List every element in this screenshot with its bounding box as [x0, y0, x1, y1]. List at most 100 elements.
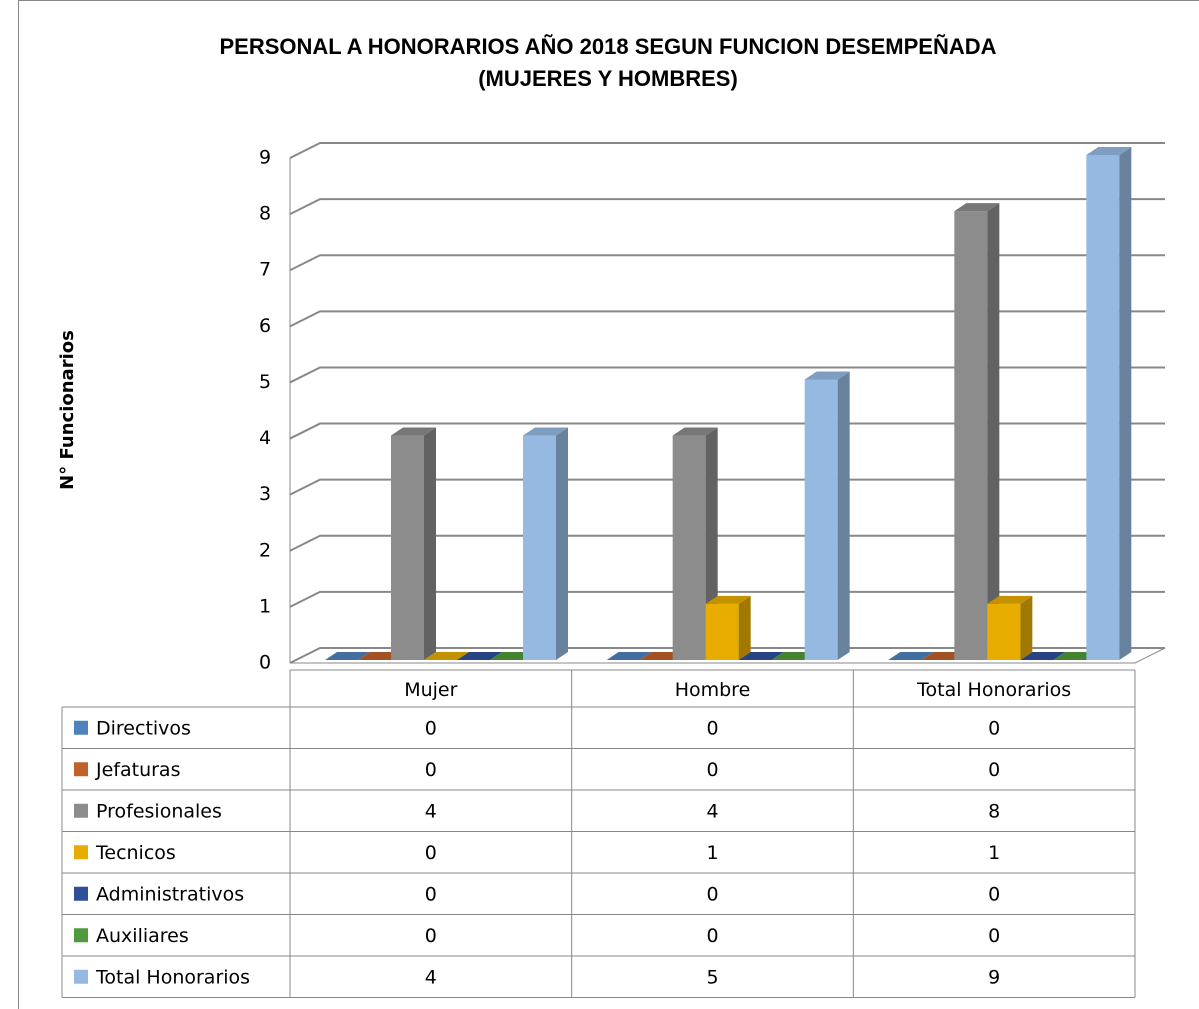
- legend-key: [74, 762, 88, 777]
- table-value: 0: [425, 759, 437, 781]
- bar-side: [987, 203, 1000, 660]
- legend-key: [74, 803, 88, 818]
- table-value: 0: [706, 759, 718, 781]
- y-tick-label: 8: [259, 203, 271, 225]
- bar-side: [837, 371, 850, 660]
- table-value: 0: [988, 883, 1000, 905]
- table-value: 8: [988, 800, 1000, 822]
- bar-side: [556, 427, 568, 660]
- bar-top: [523, 427, 568, 436]
- bar-top: [705, 595, 751, 604]
- bar: [705, 595, 751, 660]
- y-tick-label: 3: [259, 483, 271, 505]
- grid-line: [289, 310, 1165, 328]
- bar: [325, 652, 370, 660]
- table-value: 0: [425, 717, 437, 739]
- y-tick-label: 0: [259, 652, 271, 674]
- bar-top: [888, 652, 934, 660]
- table-value: 1: [988, 842, 1000, 864]
- bar: [954, 203, 1000, 660]
- grid-line: [289, 142, 1165, 159]
- table-value: 0: [706, 717, 718, 739]
- x-tick-label: Total Honorarios: [916, 679, 1071, 701]
- grid-line: [289, 366, 1165, 384]
- table-value: 0: [706, 925, 718, 947]
- legend-key: [74, 720, 88, 735]
- table-value: 0: [425, 883, 437, 905]
- grid-line: [289, 254, 1165, 272]
- bar: [738, 652, 784, 660]
- bar: [391, 427, 436, 660]
- bar-top: [672, 427, 718, 436]
- legend-label: Auxiliares: [96, 925, 189, 947]
- table-value: 0: [425, 925, 437, 947]
- bar-top: [325, 652, 370, 660]
- table-value: 9: [988, 966, 1000, 988]
- grid-line: [289, 647, 1165, 664]
- table-value: 5: [706, 966, 718, 988]
- y-tick-label: 4: [259, 427, 271, 449]
- y-axis-label: N° Funcionarios: [57, 330, 78, 490]
- y-tick-label: 7: [259, 259, 271, 281]
- bar-top: [391, 427, 436, 436]
- bar-front: [954, 211, 988, 660]
- grid-line: [289, 422, 1165, 440]
- legend-label: Profesionales: [96, 800, 222, 822]
- y-tick-label: 6: [259, 315, 271, 337]
- bar: [804, 371, 850, 660]
- bar-top: [954, 203, 1000, 212]
- table-value: 4: [706, 800, 718, 822]
- legend-label: Administrativos: [96, 883, 244, 905]
- bar-front: [804, 379, 838, 660]
- bar: [1020, 652, 1066, 660]
- table-value: 4: [425, 800, 437, 822]
- bar-side: [1020, 595, 1033, 660]
- bar-side: [738, 595, 751, 660]
- legend-key: [74, 969, 88, 984]
- chart-border: [18, 0, 1199, 1009]
- table-value: 0: [988, 717, 1000, 739]
- bar-top: [1020, 652, 1066, 660]
- bar: [523, 427, 568, 660]
- y-tick-label: 1: [259, 595, 271, 617]
- bar: [1086, 147, 1132, 660]
- y-tick-label: 5: [259, 371, 271, 393]
- bar-front: [672, 435, 706, 660]
- x-tick-label: Hombre: [675, 679, 751, 701]
- bar-top: [987, 595, 1033, 604]
- bar-top: [804, 371, 850, 380]
- bar: [888, 652, 934, 660]
- x-tick-label: Mujer: [404, 679, 457, 701]
- bar-front: [987, 603, 1021, 660]
- bar-front: [705, 603, 739, 660]
- legend-label: Total Honorarios: [95, 966, 250, 988]
- bar-top: [606, 652, 652, 660]
- legend-label: Directivos: [96, 717, 191, 739]
- chart-title: PERSONAL A HONORARIOS AÑO 2018 SEGUN FUN…: [219, 34, 996, 59]
- bar-front: [523, 435, 556, 660]
- grid-line: [289, 534, 1165, 552]
- grid-line: [289, 478, 1165, 496]
- y-tick-label: 2: [259, 539, 271, 561]
- bar-top: [424, 652, 469, 660]
- table-value: 0: [706, 883, 718, 905]
- bar: [987, 595, 1033, 660]
- table-value: 0: [988, 925, 1000, 947]
- legend-label: Jefaturas: [95, 759, 180, 781]
- bar-front: [391, 435, 424, 660]
- bar-top: [457, 652, 502, 660]
- table-value: 4: [425, 966, 437, 988]
- grid-line: [289, 198, 1165, 216]
- grid-line: [289, 590, 1165, 608]
- table-value: 0: [425, 842, 437, 864]
- y-tick-label: 9: [259, 147, 271, 169]
- legend-key: [74, 886, 88, 901]
- table-value: 0: [988, 759, 1000, 781]
- chart-subtitle: (MUJERES Y HOMBRES): [478, 66, 738, 91]
- legend-label: Tecnicos: [95, 842, 176, 864]
- bar-front: [1086, 155, 1120, 660]
- legend-key: [74, 928, 88, 943]
- bar-side: [1119, 147, 1132, 660]
- bar-top: [1086, 147, 1132, 155]
